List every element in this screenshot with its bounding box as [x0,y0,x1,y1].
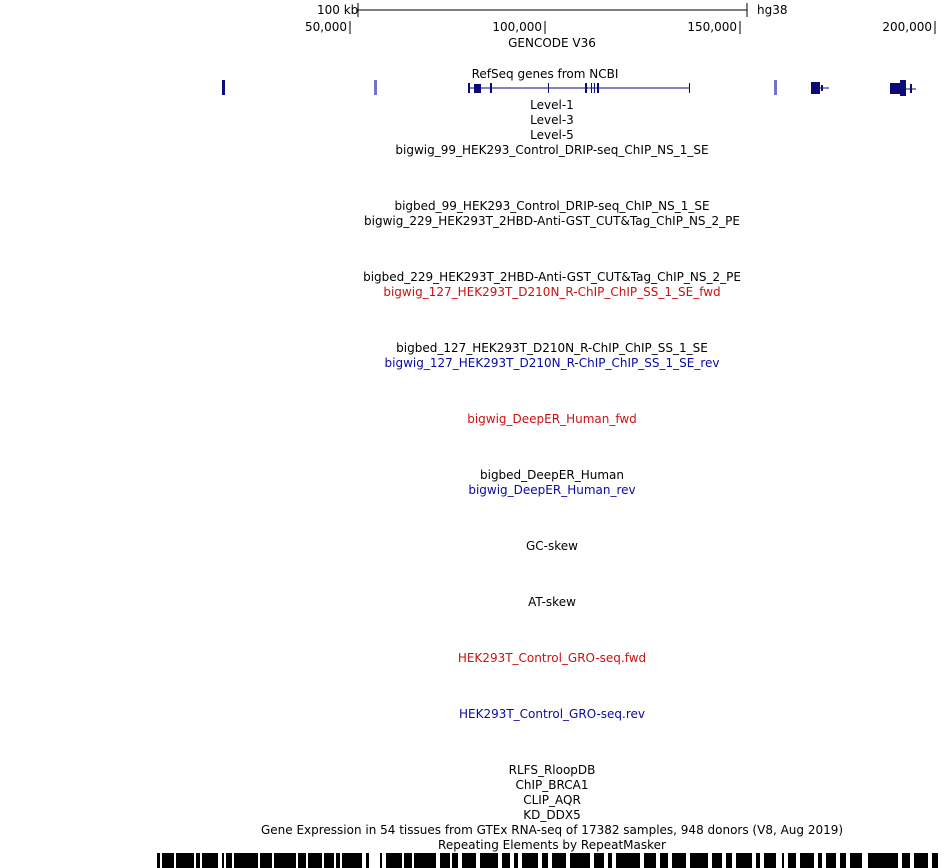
refseq-track-label[interactable]: RefSeq genes from NCBI [471,67,619,81]
track-label[interactable]: Gene Expression in 54 tissues from GTEx … [260,823,844,837]
track-label[interactable]: bigbed_229_HEK293T_2HBD-Anti-GST_CUT&Tag… [363,270,741,284]
gene-exon [910,84,912,93]
ruler-label: 100,000 [492,20,542,34]
track-label[interactable]: CLIP_AQR [523,793,581,807]
repeatmasker-track [157,853,938,868]
track-label[interactable]: bigwig_229_HEK293T_2HBD-Anti-GST_CUT&Tag… [364,214,740,228]
ruler-label: 200,000 [882,20,932,34]
track-label[interactable]: bigbed_127_HEK293T_D210N_R-ChIP_ChIP_SS_… [396,341,708,355]
track-label[interactable]: Repeating Elements by RepeatMasker [438,838,666,852]
track-label[interactable]: bigbed_99_HEK293_Control_DRIP-seq_ChIP_N… [394,199,710,213]
track-label[interactable]: bigwig_127_HEK293T_D210N_R-ChIP_ChIP_SS_… [384,356,720,370]
gene-exon [490,83,492,93]
gene-track [222,80,916,96]
track-label[interactable]: bigwig_DeepER_Human_rev [468,483,636,497]
gene-exon [890,83,900,94]
gencode-track-label[interactable]: GENCODE V36 [508,36,596,50]
gene-block [374,80,377,95]
track-label[interactable]: ChIP_BRCA1 [515,778,589,792]
gene-exon [821,85,823,91]
track-label[interactable]: bigbed_DeepER_Human [479,468,625,482]
gene-exon [548,83,549,93]
track-label[interactable]: bigwig_DeepER_Human_fwd [467,412,637,426]
ruler-label: 150,000 [687,20,737,34]
track-label[interactable]: AT-skew [528,595,576,609]
gene-exon [591,83,592,93]
gene-exon [468,83,470,93]
track-label[interactable]: HEK293T_Control_GRO-seq.rev [458,707,646,721]
gene-block [222,80,225,95]
gene-exon [811,82,820,94]
gene-exon [900,80,906,96]
track-label[interactable]: Level-5 [530,128,574,142]
assembly-label: hg38 [757,3,788,17]
gene-exon [585,83,587,93]
gene-exon [597,83,599,93]
track-label[interactable]: bigwig_127_HEK293T_D210N_R-ChIP_ChIP_SS_… [383,285,721,299]
gene-exon [474,84,481,93]
ruler-label: 50,000 [305,20,347,34]
gene-exon [689,83,690,93]
scale-bar-label: 100 kb [317,3,359,17]
track-label[interactable]: RLFS_RloopDB [508,763,596,777]
gene-block [774,80,777,95]
track-label[interactable]: KD_DDX5 [523,808,581,822]
track-label[interactable]: GC-skew [526,539,578,553]
track-label[interactable]: Level-3 [530,113,574,127]
track-label[interactable]: bigwig_99_HEK293_Control_DRIP-seq_ChIP_N… [395,143,709,157]
gene-exon [594,83,595,93]
track-label[interactable]: HEK293T_Control_GRO-seq.fwd [457,651,647,665]
track-label[interactable]: Level-1 [530,98,574,112]
